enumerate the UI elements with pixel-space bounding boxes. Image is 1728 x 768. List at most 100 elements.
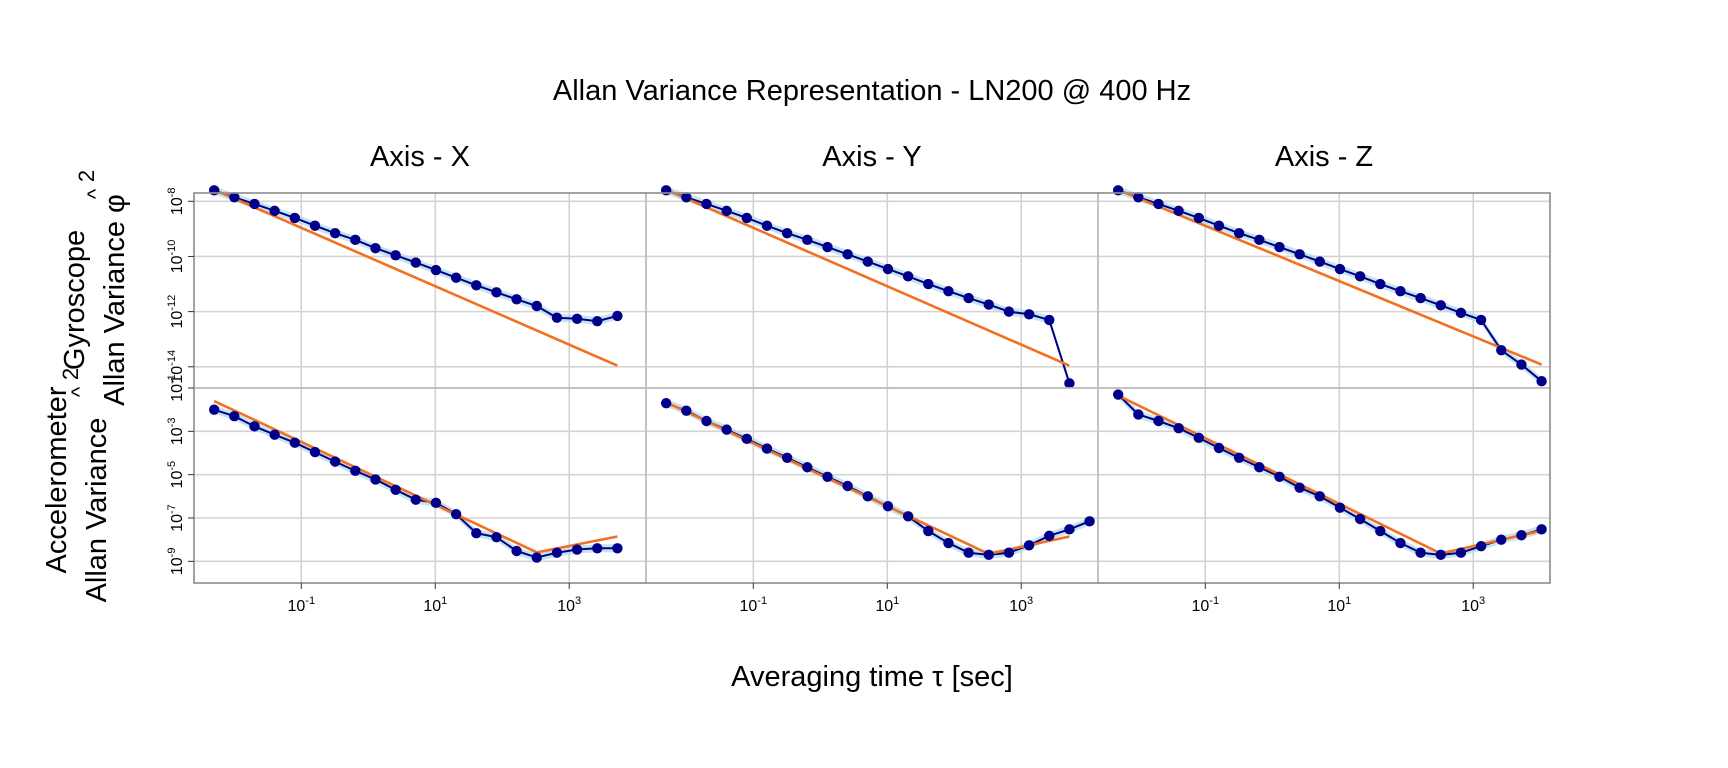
empirical-point	[902, 271, 914, 282]
x-tick-label: 103	[557, 595, 581, 615]
empirical-point	[430, 497, 442, 509]
empirical-point	[329, 227, 341, 239]
empirical-point	[741, 433, 753, 445]
x-tick-label: 103	[1461, 595, 1485, 615]
accelerometer-row-label: Accelerometer Allan Variance ^ 2	[41, 368, 113, 603]
panel-frame	[193, 192, 647, 389]
panel-grid	[1098, 387, 1550, 583]
model-fit-line	[213, 188, 618, 367]
empirical-point	[1193, 212, 1205, 224]
tick-base: 10	[169, 255, 186, 273]
y-tick-label: 10-7	[166, 504, 186, 532]
empirical-point	[1173, 422, 1184, 434]
panel-accelerometer-x	[208, 399, 623, 563]
empirical-point	[551, 312, 563, 323]
empirical-point	[471, 280, 482, 291]
empirical-point	[1153, 198, 1164, 210]
tick-base: 10	[169, 197, 186, 215]
tick-exponent: -9	[166, 548, 178, 558]
empirical-point	[1475, 540, 1487, 552]
tick-exponent: -1	[305, 595, 315, 607]
empirical-point	[289, 437, 301, 448]
empirical-point	[701, 415, 712, 427]
empirical-point	[882, 501, 894, 512]
panel-accelerometer-y	[660, 397, 1095, 561]
gyroscope-square-superscript: 2	[74, 170, 99, 182]
column-header-x: Axis - X	[370, 141, 470, 173]
panel-frame	[645, 387, 1099, 584]
empirical-point	[943, 537, 954, 549]
empirical-point	[1274, 471, 1285, 482]
empirical-point	[511, 545, 522, 557]
tick-base: 10	[169, 471, 186, 489]
empirical-point	[1516, 359, 1527, 370]
y-tick-label: 10-12	[166, 295, 186, 329]
x-axis-label: Averaging time τ [sec]	[731, 661, 1013, 693]
empirical-point	[781, 452, 793, 464]
empirical-point	[943, 285, 954, 297]
empirical-point	[1314, 491, 1325, 502]
accelerometer-square-superscript: 2	[58, 368, 83, 380]
tick-base: 10	[169, 366, 186, 384]
empirical-point	[1044, 314, 1055, 326]
empirical-point	[862, 491, 873, 502]
empirical-point	[1354, 271, 1366, 282]
empirical-point	[612, 543, 623, 554]
model-fit-line	[213, 399, 618, 554]
tick-exponent: -10	[166, 240, 178, 256]
tick-exponent: -12	[166, 295, 178, 311]
tick-base: 10	[1009, 598, 1027, 615]
empirical-point	[1023, 540, 1035, 551]
empirical-point	[1112, 185, 1124, 196]
tick-exponent: 3	[1479, 595, 1485, 607]
empirical-point	[1233, 452, 1245, 464]
empirical-point	[269, 205, 280, 217]
tick-base: 10	[169, 427, 186, 445]
chart-title: Allan Variance Representation - LN200 @ …	[553, 75, 1191, 107]
tick-base: 10	[288, 598, 306, 615]
plot-panels: 10-1 101 103 10-1 101 103 10-1 101 10310-1410-12…	[166, 185, 1551, 615]
gyroscope-allan-variance-label: Allan Variance φ	[99, 194, 131, 406]
empirical-point	[450, 508, 462, 520]
gyroscope-label: Gyroscope	[59, 230, 91, 370]
empirical-point	[1415, 292, 1426, 304]
empirical-point	[350, 465, 361, 477]
tick-exponent: -1	[757, 595, 767, 607]
empirical-point	[842, 480, 853, 492]
empirical-point	[802, 462, 813, 473]
empirical-point	[822, 471, 833, 482]
empirical-point	[1375, 525, 1386, 537]
empirical-point	[309, 446, 321, 458]
confidence-band	[666, 399, 1090, 559]
panel-frame	[1097, 387, 1551, 584]
empirical-allan-variance-line	[1117, 393, 1542, 556]
model-fit-line	[665, 188, 1070, 367]
empirical-point	[1003, 547, 1015, 558]
tick-base: 10	[1461, 598, 1479, 615]
empirical-point	[1213, 442, 1225, 454]
empirical-point	[923, 525, 934, 537]
panel-grid	[1098, 193, 1550, 388]
empirical-point	[1516, 530, 1527, 541]
panel-gyroscope-y	[660, 185, 1075, 389]
empirical-point	[983, 549, 994, 561]
tick-base: 10	[1327, 598, 1345, 615]
tick-base: 10	[740, 598, 758, 615]
x-tick-label: 101	[1327, 595, 1351, 615]
empirical-point	[681, 405, 692, 416]
empirical-point	[1334, 502, 1346, 513]
tick-exponent: -14	[166, 350, 178, 366]
empirical-point	[1536, 375, 1547, 387]
empirical-point	[1193, 432, 1205, 444]
empirical-point	[450, 272, 462, 283]
x-tick-label: 10-1	[288, 595, 316, 615]
empirical-point	[882, 263, 894, 275]
empirical-point	[531, 300, 542, 312]
x-tick-label: 101	[875, 595, 899, 615]
panel-gyroscope-z	[1112, 185, 1547, 387]
tick-base: 10	[169, 557, 186, 575]
panel-gyroscope-x	[208, 185, 623, 367]
empirical-allan-variance-line	[665, 189, 1071, 384]
empirical-point	[721, 205, 732, 217]
empirical-point	[902, 511, 914, 522]
